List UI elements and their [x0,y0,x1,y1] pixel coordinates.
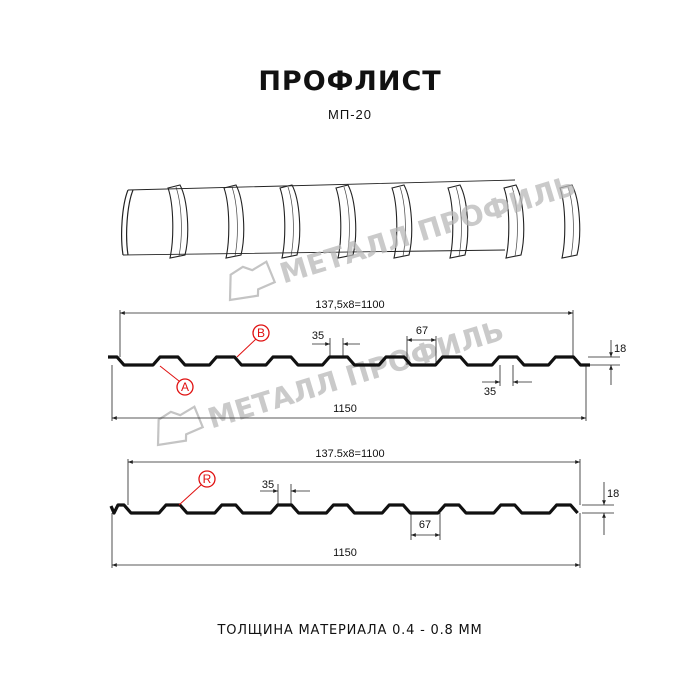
sheet-rib [167,184,189,259]
subtitle: МП-20 [328,107,372,122]
sheet-rib [279,184,301,259]
width-label: 1150 [333,403,357,415]
sheet-rib-crease [287,186,294,257]
sheet-rib [559,184,581,259]
sheet-rib-crease [567,186,574,257]
trough-label: 67 [419,519,431,531]
watermark-2: МЕТАЛЛ ПРОФИЛЬ [156,314,508,447]
sheet-rib-crease [231,186,238,257]
sheet-edge [121,189,134,256]
pitch-label: 137.5x8=1100 [315,448,384,460]
sheet-outline [122,179,516,256]
material-thickness-note: ТОЛЩИНА МАТЕРИАЛА 0.4 - 0.8 ММ [216,623,482,638]
sheet-rib-crease [455,186,462,257]
sheet-rib-crease [511,186,518,257]
sheet-3d-view [121,179,581,259]
profile-2-line [109,503,579,515]
pitch-label: 137,5x8=1100 [315,299,384,311]
marker-a-label: A [181,380,189,394]
marker-a [176,378,194,396]
sheet-rib [447,184,469,259]
watermark-text: МЕТАЛЛ ПРОФИЛЬ [204,314,508,435]
profile-1-drawing: 137,5x8=1100 1150 35 67 35 18 B A [108,299,626,421]
top-shelf-label: 35 [312,330,324,342]
watermark-logo-icon [228,260,277,302]
width-label: 1150 [333,547,357,559]
sheet-rib [223,184,245,259]
top-shelf-label: 35 [262,479,274,491]
sheet-rib [335,184,357,259]
sheet-rib-crease [175,186,182,257]
marker-b [252,324,270,342]
marker-b-label: B [257,326,265,340]
sheet-rib [503,184,525,259]
bottom-shelf-label: 35 [484,386,496,398]
watermark-logo-icon [156,405,205,447]
marker-r [198,470,216,488]
title: ПРОФЛИСТ [258,66,441,97]
profile-2-drawing: 137.5x8=1100 1150 35 67 18 R [109,448,619,568]
sheet-rib [391,184,413,259]
trough-label: 67 [416,325,428,337]
sheet-rib-crease [343,186,350,257]
height-label: 18 [614,343,626,355]
height-label: 18 [607,488,619,500]
watermark-text: МЕТАЛЛ ПРОФИЛЬ [276,169,580,290]
sheet-rib-crease [399,186,406,257]
profile-1-line [108,355,590,367]
marker-r-label: R [203,472,212,486]
